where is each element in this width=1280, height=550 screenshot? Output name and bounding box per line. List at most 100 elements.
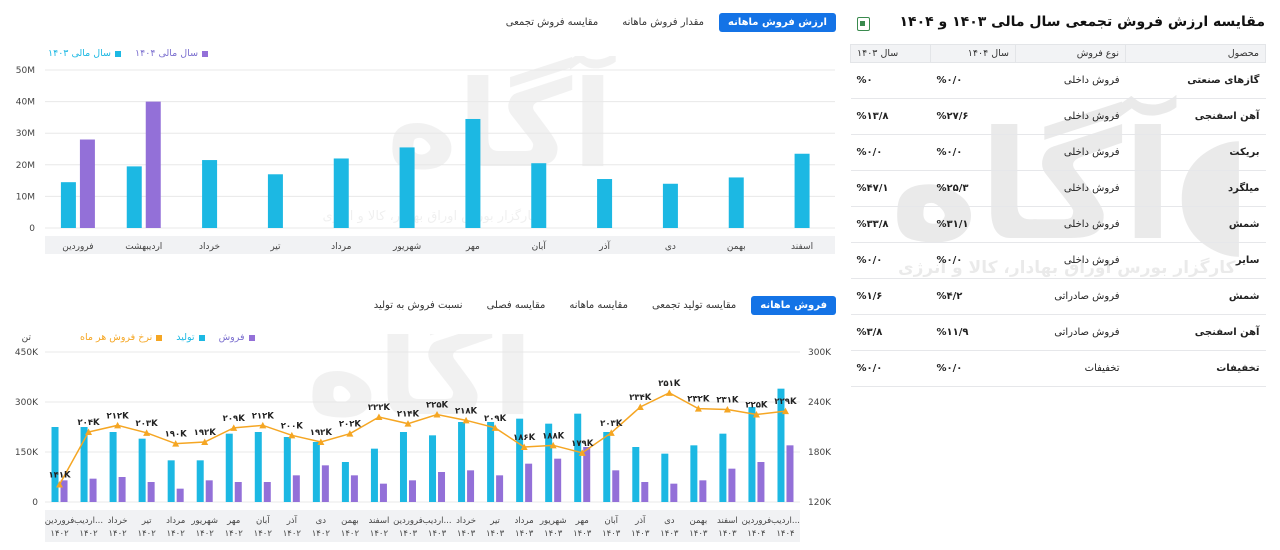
x-tick-label: اردیبهشت bbox=[125, 242, 162, 252]
x-tick-label: خرداد bbox=[456, 516, 476, 526]
bar-production bbox=[51, 427, 59, 502]
x-tick-label: فروردین bbox=[62, 242, 93, 252]
cell-product: آهن اسفنجی bbox=[1125, 98, 1266, 135]
legend-item-1404[interactable]: سال مالی ۱۴۰۴ bbox=[135, 48, 209, 59]
cell-1403: %۰/۰ bbox=[850, 350, 931, 387]
legend-item-production[interactable]: تولید bbox=[176, 332, 205, 343]
cell-1404: %۰/۰ bbox=[930, 134, 1016, 171]
legend-item-1403[interactable]: سال مالی ۱۴۰۳ bbox=[48, 48, 122, 59]
bar-1403 bbox=[794, 153, 810, 228]
x-tick-year-label: ۱۴۰۲ bbox=[312, 529, 331, 539]
rate-point bbox=[114, 421, 122, 429]
bar-sales bbox=[583, 447, 591, 502]
x-tick-year-label: ۱۴۰۳ bbox=[544, 529, 563, 539]
cell-type: فروش داخلی bbox=[1015, 98, 1126, 135]
bar-sales bbox=[699, 480, 707, 502]
rate-data-label: ۲۱۸K bbox=[455, 406, 478, 416]
rate-data-label: ۲۳۴K bbox=[629, 393, 652, 403]
x-tick-label: خرداد bbox=[199, 242, 220, 252]
tab-seasonal-comparison[interactable]: مقایسه فصلی bbox=[486, 300, 546, 311]
x-tick-label: اسفند bbox=[791, 242, 813, 252]
x-tick-year-label: ۱۴۰۳ bbox=[428, 529, 447, 539]
cell-1403: %۳/۸ bbox=[850, 314, 931, 351]
bar-sales bbox=[205, 480, 213, 502]
tab-monthly-sales[interactable]: فروش ماهانه bbox=[751, 296, 836, 315]
x-tick-year-label: ۱۴۰۴ bbox=[776, 529, 794, 539]
bar-sales bbox=[147, 482, 155, 502]
table-row: آهن اسفنجی فروش داخلی %۲۷/۶ %۱۳/۸ bbox=[850, 98, 1266, 135]
x-tick-year-label: ۱۴۰۳ bbox=[602, 529, 621, 539]
col-type: نوع فروش bbox=[1015, 44, 1126, 63]
bar-production bbox=[80, 427, 88, 502]
bar-1404 bbox=[145, 101, 161, 228]
bar-1403 bbox=[126, 166, 142, 228]
top-chart-tabs: ارزش فروش ماهانه مقدار فروش ماهانه مقایس… bbox=[497, 13, 836, 32]
rate-data-label: ۲۰۹K bbox=[484, 414, 507, 424]
table-row: شمش فروش صادراتی %۴/۲ %۱/۶ bbox=[850, 278, 1266, 315]
table-row: آهن اسفنجی فروش صادراتی %۱۱/۹ %۳/۸ bbox=[850, 314, 1266, 351]
y-right-tick-label: 300K bbox=[808, 348, 832, 358]
rate-point bbox=[636, 403, 644, 410]
tab-monthly-sales-value[interactable]: ارزش فروش ماهانه bbox=[719, 13, 836, 32]
bar-sales bbox=[641, 482, 649, 502]
cell-1403: %۰/۰ bbox=[850, 134, 931, 171]
x-tick-label: فروردین bbox=[393, 516, 423, 526]
bar-production bbox=[574, 413, 582, 502]
x-axis-band bbox=[45, 510, 800, 542]
cell-product: شمش bbox=[1125, 278, 1266, 315]
x-tick-year-label: ۱۴۰۲ bbox=[370, 529, 389, 539]
bar-1403 bbox=[202, 160, 218, 228]
cell-product: بریکت bbox=[1125, 134, 1266, 171]
cell-1404: %۰/۰ bbox=[930, 350, 1016, 387]
col-product: محصول bbox=[1125, 44, 1266, 63]
x-tick-label: فروردین bbox=[742, 516, 772, 526]
x-tick-label: فروردین bbox=[45, 516, 75, 526]
rate-point bbox=[230, 424, 238, 431]
x-tick-label: مرداد bbox=[515, 516, 534, 526]
bar-sales bbox=[263, 482, 271, 502]
bar-sales bbox=[670, 483, 678, 502]
bar-production bbox=[341, 462, 349, 502]
rate-point bbox=[56, 481, 64, 488]
left-axis-unit: تن bbox=[22, 334, 32, 343]
x-tick-label: تیر bbox=[489, 516, 500, 526]
legend-label: سال مالی ۱۴۰۴ bbox=[135, 48, 199, 59]
cell-type: فروش صادراتی bbox=[1015, 314, 1126, 351]
tab-sales-to-production-ratio[interactable]: نسبت فروش به تولید bbox=[373, 300, 463, 311]
rate-data-label: ۲۲۵K bbox=[426, 401, 449, 411]
rate-data-label: ۲۲۹K bbox=[774, 397, 797, 407]
x-tick-label: شهریور bbox=[392, 242, 421, 252]
legend-swatch bbox=[202, 50, 209, 57]
cell-1403: %۱۳/۸ bbox=[850, 98, 931, 135]
legend-item-rate[interactable]: نرخ فروش هر ماه bbox=[80, 332, 163, 343]
rate-point bbox=[201, 438, 209, 445]
bar-sales bbox=[176, 488, 184, 502]
rate-point bbox=[143, 429, 151, 436]
cell-type: فروش داخلی bbox=[1015, 206, 1126, 243]
rate-data-label: ۲۳۱K bbox=[716, 396, 739, 406]
cell-type: فروش داخلی bbox=[1015, 134, 1126, 171]
bar-production bbox=[167, 460, 175, 502]
tab-cumulative-sales-comparison[interactable]: مقایسه فروش تجمعی bbox=[505, 17, 599, 28]
bar-1404 bbox=[79, 139, 95, 228]
excel-export-icon[interactable] bbox=[857, 17, 870, 31]
bar-1403 bbox=[597, 179, 613, 228]
y-left-tick-label: 450K bbox=[15, 348, 39, 358]
tab-monthly-comparison[interactable]: مقایسه ماهانه bbox=[569, 300, 628, 311]
x-tick-label: تیر bbox=[269, 242, 281, 252]
cell-type: فروش داخلی bbox=[1015, 242, 1126, 279]
cell-product: میلگرد bbox=[1125, 170, 1266, 207]
cell-type: فروش صادراتی bbox=[1015, 278, 1126, 315]
tab-monthly-sales-amount[interactable]: مقدار فروش ماهانه bbox=[622, 17, 705, 28]
legend-item-sales[interactable]: فروش bbox=[219, 332, 255, 343]
rate-data-label: ۲۰۹K bbox=[223, 414, 246, 424]
rate-data-label: ۲۱۴K bbox=[397, 410, 420, 420]
tab-cumulative-production[interactable]: مقایسه تولید تجمعی bbox=[651, 300, 737, 311]
x-tick-year-label: ۱۴۰۲ bbox=[283, 529, 302, 539]
bar-production bbox=[254, 432, 262, 502]
rate-point bbox=[520, 443, 528, 450]
rate-point bbox=[752, 411, 760, 418]
rate-data-label: ۱۴۱K bbox=[48, 471, 71, 481]
rate-data-label: ۱۹۲K bbox=[194, 428, 217, 438]
